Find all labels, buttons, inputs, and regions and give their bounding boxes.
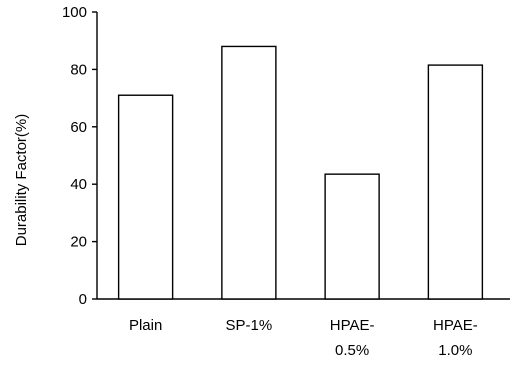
y-tick-label: 40	[70, 176, 87, 193]
y-tick-label: 80	[70, 61, 87, 78]
bar	[221, 45, 277, 300]
bar	[324, 173, 380, 300]
x-tick-label: SP-1%	[226, 317, 273, 334]
y-tick-label: 100	[62, 4, 87, 21]
bars	[117, 45, 484, 300]
y-tick-label: 0	[79, 291, 87, 308]
y-ticks: 0 20 40 60 80 100	[62, 4, 97, 308]
bar	[427, 64, 484, 300]
y-tick-label: 20	[70, 234, 87, 251]
bar	[117, 94, 174, 300]
x-tick-labels: Plain SP-1% HPAE- 0.5% HPAE- 1.0%	[129, 317, 478, 359]
x-tick-label: HPAE-	[433, 317, 478, 334]
x-tick-label: 1.0%	[438, 342, 472, 359]
x-tick-label: Plain	[129, 317, 162, 334]
y-axis-label: Durability Factor(%)	[13, 114, 30, 247]
x-tick-label: 0.5%	[335, 342, 369, 359]
x-tick-label: HPAE-	[330, 317, 375, 334]
y-tick-label: 60	[70, 119, 87, 136]
